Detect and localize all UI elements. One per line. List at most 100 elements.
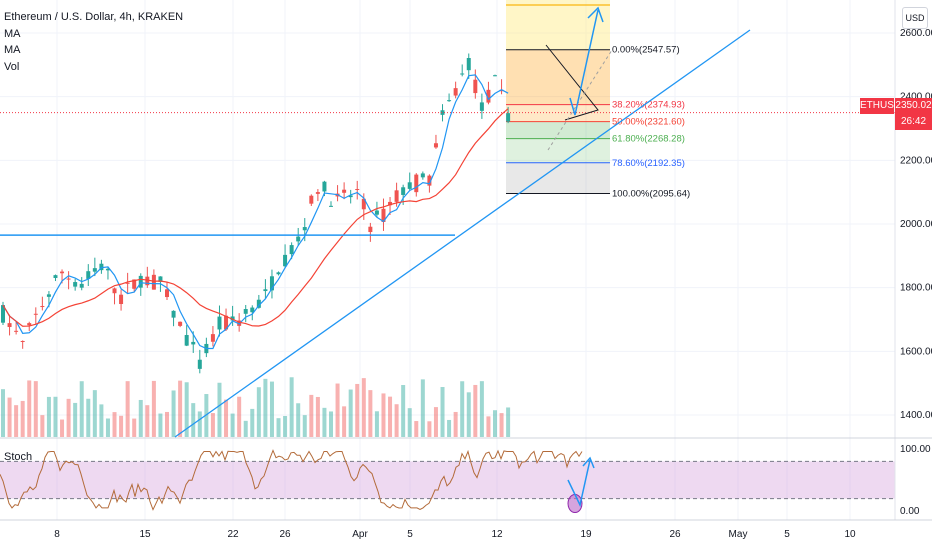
candle-body xyxy=(506,113,511,122)
fib-level-label: 100.00%(2095.64) xyxy=(612,189,690,200)
candle-body xyxy=(7,323,12,328)
y-tick-label: 2000.00 xyxy=(900,219,932,230)
volume-bar xyxy=(171,390,176,437)
fib-zone xyxy=(506,138,610,163)
fib-zone xyxy=(506,104,610,122)
volume-bar xyxy=(60,419,65,437)
volume-bar xyxy=(342,406,347,437)
candle-body xyxy=(315,192,320,194)
volume-bar xyxy=(414,421,419,437)
volume-bar xyxy=(158,413,163,437)
volume-bar xyxy=(14,405,19,437)
volume-bar xyxy=(309,394,314,437)
volume-bar xyxy=(20,400,25,437)
candle-body xyxy=(322,181,327,192)
stoch-label: Stoch xyxy=(4,451,33,463)
candle-body xyxy=(348,195,353,198)
volume-bar xyxy=(388,396,393,437)
volume-bar xyxy=(355,383,360,437)
stoch-pane xyxy=(0,449,895,514)
indicator-ma-2[interactable]: MA xyxy=(4,44,21,56)
x-tick-label: 5 xyxy=(407,529,413,540)
volume-bar xyxy=(125,381,130,437)
volume-bar xyxy=(401,385,406,437)
volume-bar xyxy=(322,407,327,437)
candle-body xyxy=(473,79,478,94)
candle-body xyxy=(53,275,58,278)
volume-bar xyxy=(151,380,156,437)
volume-bar xyxy=(479,381,484,437)
fib-zone xyxy=(506,121,610,139)
candle-body xyxy=(374,210,379,215)
x-tick-label: 15 xyxy=(139,529,151,540)
x-tick-label: Apr xyxy=(352,529,368,540)
volume-bar xyxy=(138,399,143,437)
candle-body xyxy=(178,321,183,326)
volume-bar xyxy=(40,415,45,437)
volume-bar xyxy=(197,411,202,437)
volume-bar xyxy=(361,378,366,437)
volume-bar xyxy=(315,396,320,437)
volume-bar xyxy=(256,387,261,437)
candle-body xyxy=(368,226,373,233)
fib-extension-zone xyxy=(506,0,610,50)
candle-body xyxy=(105,268,110,271)
candle-body xyxy=(355,189,360,191)
candle-body xyxy=(263,289,268,292)
currency-button[interactable]: USD xyxy=(902,7,928,29)
volume-bar xyxy=(329,411,333,437)
candle-body xyxy=(138,275,143,288)
volume-bar xyxy=(165,411,169,437)
volume-bar xyxy=(348,389,353,437)
fib-level-label: 61.80%(2268.28) xyxy=(612,134,685,145)
candle-body xyxy=(283,254,288,267)
volume-bar xyxy=(283,415,288,437)
volume-bar xyxy=(499,413,504,437)
fib-zone xyxy=(506,162,610,194)
fib-zone xyxy=(506,49,610,105)
candle-body xyxy=(289,245,294,255)
candle-body xyxy=(329,205,333,207)
candle-body xyxy=(250,307,255,313)
candle-body xyxy=(493,75,497,77)
candle-body xyxy=(60,271,65,274)
fib-level-label: 0.00%(2547.57) xyxy=(612,45,680,56)
volume-bar xyxy=(92,390,97,437)
volume-bar xyxy=(7,397,12,437)
candle-body xyxy=(66,278,71,280)
candle-body xyxy=(269,276,274,291)
candles xyxy=(1,53,511,374)
volume-bar xyxy=(33,381,38,437)
candle-body xyxy=(420,173,425,178)
y-tick-label: 1800.00 xyxy=(900,283,932,294)
stoch-band xyxy=(0,461,895,499)
candle-body xyxy=(14,330,19,332)
fib-level-label: 50.00%(2321.60) xyxy=(612,117,685,128)
x-tick-label: 12 xyxy=(491,529,503,540)
indicator-ma-1[interactable]: MA xyxy=(4,27,21,40)
x-tick-label: 8 xyxy=(54,529,60,540)
candle-body xyxy=(158,276,163,282)
candle-body xyxy=(46,294,51,297)
volume-bar xyxy=(440,387,445,437)
x-tick-label: 19 xyxy=(580,529,592,540)
volume-bar xyxy=(79,381,84,437)
volume-bar xyxy=(53,396,58,437)
candle-body xyxy=(401,187,406,195)
volume-bar xyxy=(447,419,452,437)
fib-retracement[interactable]: 0.00%(2547.57) 38.20%(2374.93) 50.00%(2321… xyxy=(506,0,690,200)
stoch-tick-label: 0.00 xyxy=(900,506,920,517)
volume-bar xyxy=(433,407,438,437)
indicator-vol[interactable]: Vol xyxy=(4,60,20,73)
x-tick-label: 10 xyxy=(844,529,856,540)
fib-level-label: 38.20%(2374.93) xyxy=(612,100,685,111)
candle-body xyxy=(119,294,124,305)
volume-bar xyxy=(217,382,222,437)
candle-body xyxy=(243,309,248,314)
candle-body xyxy=(86,271,91,279)
candle-body xyxy=(92,268,97,272)
candle-body xyxy=(1,305,5,323)
candle-body xyxy=(145,276,150,286)
